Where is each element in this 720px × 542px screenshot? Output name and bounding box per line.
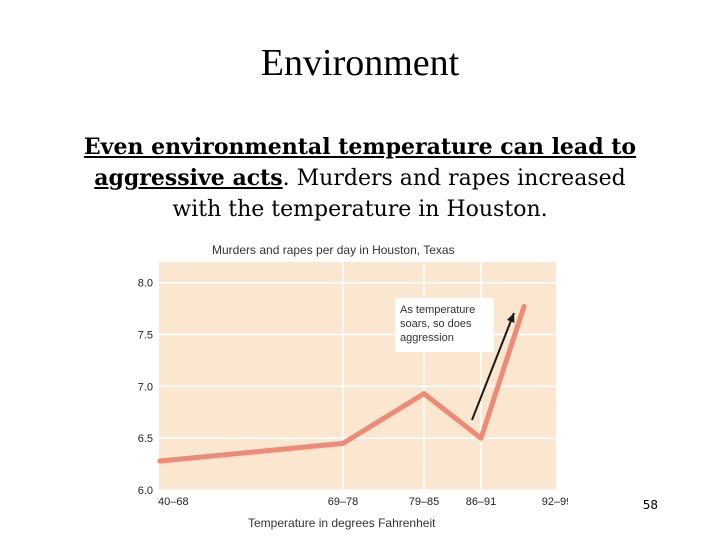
chart-container: 6.0 6.5 7.0 7.5 8.0 40–68 69–78 79–85 86–91 92–99…	[118, 238, 573, 538]
body-text-line3: with the temperature in Houston.	[172, 197, 548, 222]
body-text-line2: . Murders and rapes increased	[282, 166, 626, 191]
x-tick-label: 92–99	[542, 496, 568, 508]
page-number: 58	[642, 498, 658, 512]
slide-body-text: Even environmental temperature can lead …	[74, 132, 646, 225]
y-tick-label: 6.5	[138, 433, 153, 445]
x-tick-label: 69–78	[328, 496, 359, 508]
y-tick-label: 7.5	[138, 330, 153, 342]
data-point	[521, 304, 527, 310]
x-axis-label: Temperature in degrees Fahrenheit	[248, 516, 436, 530]
annotation-text: soars, so does	[400, 318, 472, 330]
slide-title: Environment	[260, 42, 460, 84]
emphasis-text-line2: aggressive acts	[94, 165, 283, 191]
y-tick-label: 6.0	[138, 485, 153, 497]
y-tick-label: 7.0	[138, 381, 153, 393]
y-tick-label: 8.0	[138, 278, 153, 290]
x-tick-label: 79–85	[409, 496, 440, 508]
data-point	[478, 435, 484, 441]
chart-title: Murders and rapes per day in Houston, Te…	[212, 243, 455, 257]
arrow-head	[506, 313, 515, 323]
annotation-text: As temperature	[400, 304, 475, 316]
emphasis-text-line1: Even environmental temperature can lead …	[83, 134, 637, 160]
annotation-arrow	[471, 312, 515, 421]
x-tick-label: 40–68	[158, 496, 189, 508]
annotation-text: aggression	[400, 332, 454, 344]
line-chart: 6.0 6.5 7.0 7.5 8.0 40–68 69–78 79–85 86–91 92–99…	[138, 243, 573, 530]
data-point	[421, 391, 427, 397]
annotation-box	[395, 298, 494, 352]
data-point	[157, 458, 163, 464]
x-tick-label: 86–91	[466, 496, 497, 508]
data-point	[340, 440, 346, 446]
